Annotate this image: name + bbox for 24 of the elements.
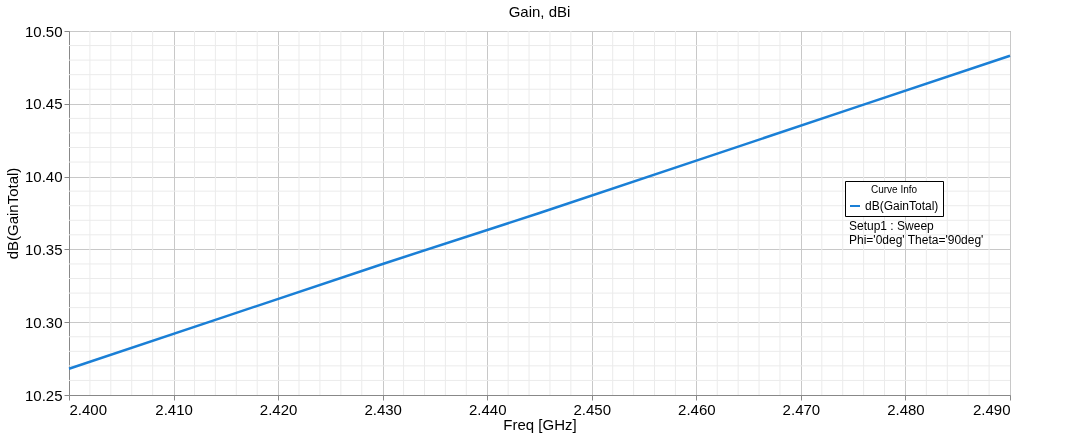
x-tick-label: 2.430 [364, 400, 402, 418]
annotation: Phi='0deg' Theta='90deg' [849, 233, 984, 247]
x-tick-label: 2.460 [678, 400, 716, 418]
y-tick-label: 10.50 [24, 22, 63, 40]
y-tick-label: 10.30 [24, 313, 63, 331]
y-axis-title: dB(GainTotal) [3, 167, 21, 260]
line-series [67, 54, 1012, 371]
y-tick-label: 10.25 [24, 386, 63, 404]
x-tick-label: 2.470 [782, 400, 821, 418]
y-tick-label: 10.40 [24, 168, 63, 186]
x-tick-label: 2.440 [468, 400, 507, 418]
legend-title: Curve Info [870, 184, 918, 195]
annotation: Setup1 : Sweep [849, 219, 935, 233]
legend-label: dB(GainTotal) [865, 199, 939, 213]
x-tick-label: 2.490 [972, 400, 1011, 418]
x-tick-label: 2.400 [69, 400, 108, 418]
chart-title: Gain, dBi [508, 3, 571, 20]
x-tick-label: 2.410 [155, 400, 193, 418]
y-tick-label: 10.35 [24, 240, 63, 258]
x-tick-label: 2.450 [573, 400, 612, 418]
y-tick-label: 10.45 [24, 95, 63, 113]
x-tick-label: 2.420 [259, 400, 298, 418]
x-axis-title: Freq [GHz] [503, 415, 577, 433]
x-tick-label: 2.480 [887, 400, 925, 418]
